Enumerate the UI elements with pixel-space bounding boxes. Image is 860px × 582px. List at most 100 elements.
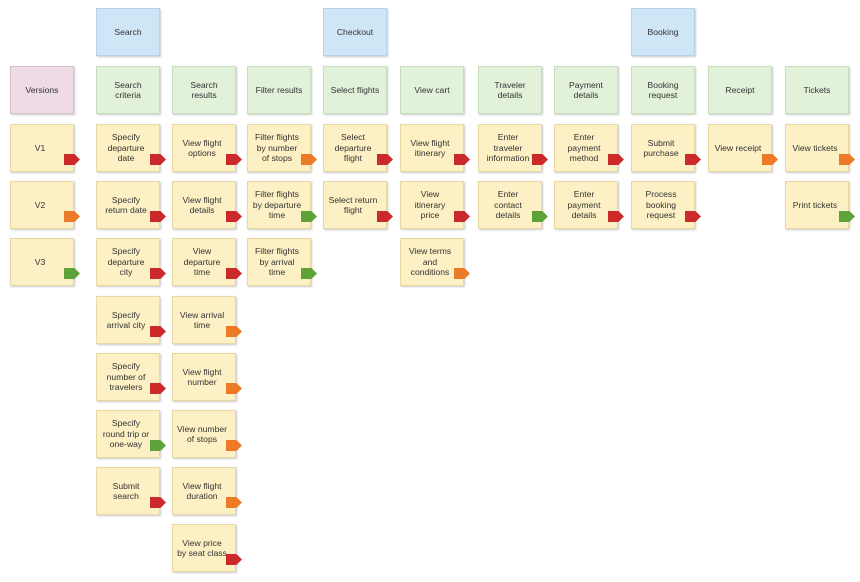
- flag-icon-red: [532, 154, 548, 165]
- flag-icon-red: [64, 154, 80, 165]
- column-header-search-criteria[interactable]: Search criteria: [96, 66, 160, 114]
- version-card[interactable]: V2: [10, 181, 80, 229]
- story-card[interactable]: Filter flights by arrival time: [247, 238, 317, 286]
- column-header-search-results-text: Search results: [190, 79, 218, 101]
- flag-icon-red: [226, 268, 242, 279]
- column-header-select-flights[interactable]: Select flights: [323, 66, 387, 114]
- story-card[interactable]: View flight itinerary: [400, 124, 470, 172]
- version-card-text: V2: [34, 199, 46, 210]
- column-header-view-cart[interactable]: View cart: [400, 66, 464, 114]
- story-card[interactable]: Select return flight: [323, 181, 393, 229]
- story-card[interactable]: View departure time: [172, 238, 242, 286]
- story-card[interactable]: Select departure flight: [323, 124, 393, 172]
- story-card[interactable]: View receipt: [708, 124, 778, 172]
- story-card[interactable]: Print tickets: [785, 181, 855, 229]
- story-card[interactable]: Enter payment method: [554, 124, 624, 172]
- story-card[interactable]: Process booking request: [631, 181, 701, 229]
- column-header-traveler-details-text: Traveler details: [494, 79, 526, 101]
- story-card[interactable]: View itinerary price: [400, 181, 470, 229]
- story-card-text: Select return flight: [328, 194, 378, 216]
- story-card-text: Filter flights by arrival time: [255, 246, 299, 278]
- flag-icon-red: [150, 383, 166, 394]
- story-card[interactable]: View price by seat class: [172, 524, 242, 572]
- story-card-text: Enter payment details: [567, 189, 601, 221]
- story-card-text: View flight itinerary: [410, 137, 450, 159]
- story-card-text: Specify departure city: [107, 246, 145, 278]
- flag-icon-orange: [64, 211, 80, 222]
- column-header-receipt-text: Receipt: [725, 84, 755, 95]
- flag-icon-red: [608, 211, 624, 222]
- flag-icon-green: [150, 440, 166, 451]
- column-header-traveler-details[interactable]: Traveler details: [478, 66, 542, 114]
- story-card-text: View arrival time: [179, 309, 225, 331]
- flag-icon-orange: [226, 440, 242, 451]
- story-card-text: Specify return date: [105, 194, 147, 216]
- flag-icon-green: [839, 211, 855, 222]
- flag-icon-red: [150, 211, 166, 222]
- story-card-text: Filter flights by number of stops: [255, 132, 299, 164]
- story-card[interactable]: Specify departure city: [96, 238, 166, 286]
- story-card[interactable]: View terms and conditions: [400, 238, 470, 286]
- column-header-view-cart-text: View cart: [414, 84, 450, 95]
- column-header-booking-request[interactable]: Booking request: [631, 66, 695, 114]
- column-header-payment-details-text: Payment details: [569, 79, 603, 101]
- flag-icon-red: [150, 154, 166, 165]
- flag-icon-red: [454, 154, 470, 165]
- column-header-versions[interactable]: Versions: [10, 66, 74, 114]
- story-card[interactable]: Specify return date: [96, 181, 166, 229]
- story-card-text: Submit purchase: [643, 137, 679, 159]
- activity-card-booking[interactable]: Booking: [631, 8, 695, 56]
- story-card-text: Enter traveler information: [486, 132, 530, 164]
- story-card[interactable]: View flight duration: [172, 467, 242, 515]
- story-card[interactable]: Submit purchase: [631, 124, 701, 172]
- story-card-text: Process booking request: [645, 189, 677, 221]
- story-card[interactable]: Enter traveler information: [478, 124, 548, 172]
- story-card-text: View flight details: [182, 194, 222, 216]
- story-card-text: Specify departure date: [107, 132, 145, 164]
- story-card[interactable]: Specify departure date: [96, 124, 166, 172]
- story-card[interactable]: Enter payment details: [554, 181, 624, 229]
- story-card[interactable]: View flight options: [172, 124, 242, 172]
- version-card[interactable]: V1: [10, 124, 80, 172]
- story-card[interactable]: View arrival time: [172, 296, 242, 344]
- column-header-select-flights-text: Select flights: [330, 84, 380, 95]
- activity-card-search[interactable]: Search: [96, 8, 160, 56]
- story-card-text: View flight number: [182, 366, 222, 388]
- story-card[interactable]: Specify arrival city: [96, 296, 166, 344]
- story-card[interactable]: Specify round trip or one-way: [96, 410, 166, 458]
- flag-icon-green: [532, 211, 548, 222]
- story-card-text: View number of stops: [177, 423, 227, 445]
- story-card[interactable]: View flight details: [172, 181, 242, 229]
- flag-icon-red: [226, 554, 242, 565]
- version-card[interactable]: V3: [10, 238, 80, 286]
- flag-icon-red: [454, 211, 470, 222]
- column-header-payment-details[interactable]: Payment details: [554, 66, 618, 114]
- story-card-text: View price by seat class: [177, 537, 227, 559]
- story-card[interactable]: Submit search: [96, 467, 166, 515]
- activity-card-checkout[interactable]: Checkout: [323, 8, 387, 56]
- story-card[interactable]: Enter contact details: [478, 181, 548, 229]
- activity-card-search-text: Search: [114, 26, 142, 37]
- column-header-search-results[interactable]: Search results: [172, 66, 236, 114]
- flag-icon-green: [64, 268, 80, 279]
- story-card-text: Specify arrival city: [106, 309, 146, 331]
- flag-icon-red: [150, 326, 166, 337]
- story-card-text: Specify number of travelers: [106, 361, 146, 393]
- flag-icon-orange: [226, 383, 242, 394]
- story-card[interactable]: Specify number of travelers: [96, 353, 166, 401]
- story-card[interactable]: Filter flights by number of stops: [247, 124, 317, 172]
- flag-icon-red: [150, 268, 166, 279]
- column-header-tickets[interactable]: Tickets: [785, 66, 849, 114]
- column-header-booking-request-text: Booking request: [647, 79, 679, 101]
- flag-icon-orange: [226, 326, 242, 337]
- flag-icon-orange: [839, 154, 855, 165]
- story-card[interactable]: View number of stops: [172, 410, 242, 458]
- column-header-filter-results[interactable]: Filter results: [247, 66, 311, 114]
- story-card[interactable]: View tickets: [785, 124, 855, 172]
- flag-icon-red: [226, 154, 242, 165]
- story-card[interactable]: View flight number: [172, 353, 242, 401]
- column-header-receipt[interactable]: Receipt: [708, 66, 772, 114]
- flag-icon-red: [377, 211, 393, 222]
- story-card[interactable]: Filter flights by departure time: [247, 181, 317, 229]
